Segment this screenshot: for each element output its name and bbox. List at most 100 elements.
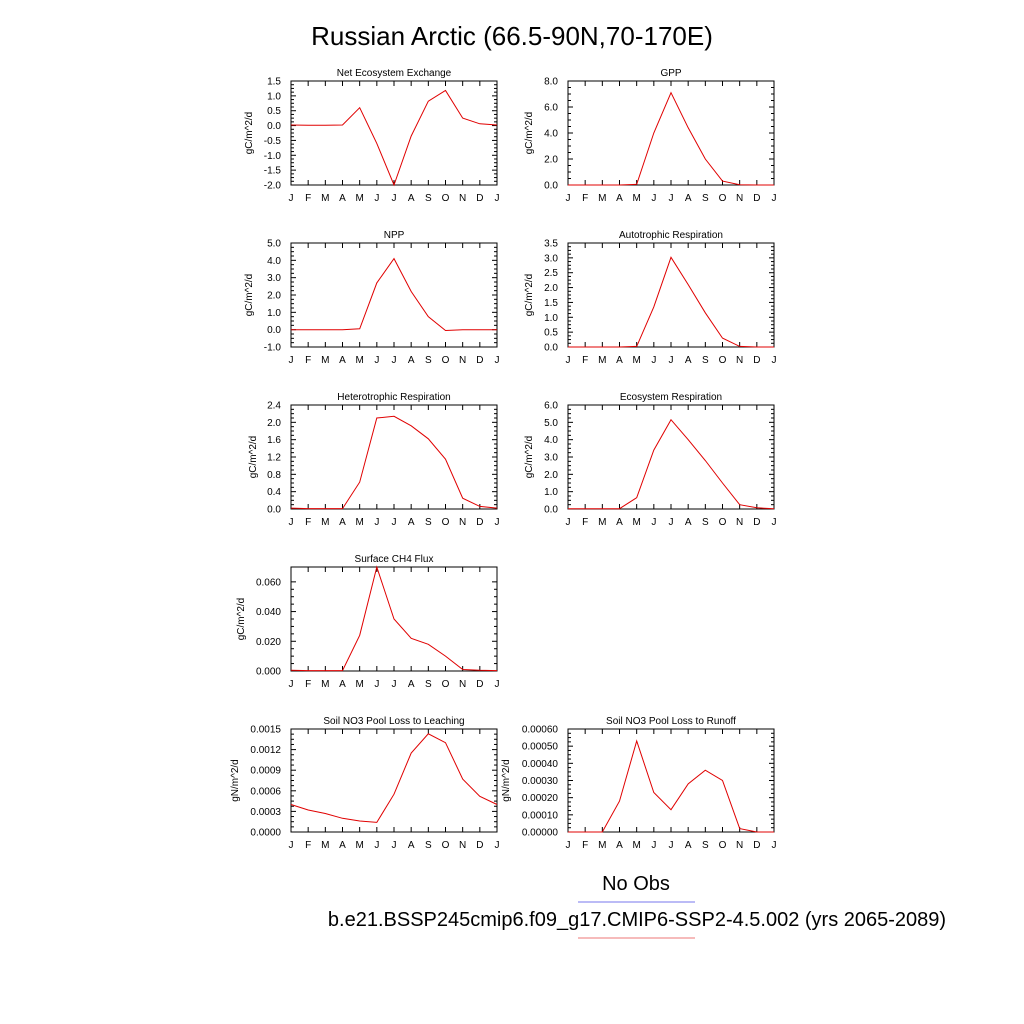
x-tick-label: J — [374, 517, 379, 528]
panel-er: Ecosystem Respiration gC/m^2/d 0.0 1.0 2.0 3.… — [524, 392, 777, 528]
legend: No Obs b.e21.BSSP245cmip6.f09_g17.CMIP6-… — [328, 873, 946, 939]
x-tick-label: A — [616, 840, 623, 851]
series-line — [568, 256, 774, 348]
y-tick-label: 2.0 — [267, 291, 281, 302]
x-tick-label: J — [669, 355, 674, 366]
y-tick-label: 3.0 — [267, 273, 281, 284]
panel-title: Net Ecosystem Exchange — [337, 68, 452, 79]
x-tick-label: M — [321, 679, 329, 690]
x-tick-label: J — [374, 355, 379, 366]
x-tick-label: F — [582, 840, 588, 851]
y-tick-label: 0.4 — [267, 487, 281, 498]
x-tick-label: J — [772, 840, 777, 851]
y-tick-label: 0.00020 — [522, 793, 559, 804]
x-tick-label: F — [582, 193, 588, 204]
y-tick-label: 0.00060 — [522, 725, 559, 736]
y-tick-label: 0.0 — [544, 343, 558, 354]
x-tick-label: S — [702, 517, 709, 528]
y-tick-label: 0.0009 — [250, 766, 281, 777]
y-tick-label: 4.0 — [544, 435, 558, 446]
y-tick-label: 0.0 — [544, 181, 558, 192]
x-tick-label: A — [408, 840, 415, 851]
x-tick-label: F — [305, 679, 311, 690]
y-tick-label: 0.0 — [544, 505, 558, 516]
x-tick-label: J — [495, 840, 500, 851]
series-line — [290, 733, 498, 823]
x-tick-label: A — [339, 517, 346, 528]
series-line — [568, 739, 774, 833]
y-tick-label: 3.0 — [544, 253, 558, 264]
panels: Net Ecosystem Exchange gC/m^2/d -2.0 -1.5 -1… — [230, 68, 777, 851]
x-tick-label: D — [476, 840, 483, 851]
x-tick-label: J — [669, 517, 674, 528]
y-tick-label: 0.000 — [256, 667, 281, 678]
panel-leach: Soil NO3 Pool Loss to Leaching gN/m^2/d 0.… — [230, 716, 500, 851]
panel-title: Ecosystem Respiration — [620, 392, 722, 403]
y-tick-label: -1.0 — [264, 151, 282, 162]
x-tick-label: A — [685, 840, 692, 851]
panel-title: GPP — [660, 68, 681, 79]
x-tick-label: M — [321, 193, 329, 204]
x-tick-label: J — [566, 355, 571, 366]
x-tick-label: F — [305, 517, 311, 528]
x-tick-label: M — [355, 355, 363, 366]
x-tick-label: D — [476, 517, 483, 528]
y-tick-label: 0.0 — [267, 325, 281, 336]
x-tick-label: A — [685, 193, 692, 204]
y-tick-label: 1.2 — [267, 453, 281, 464]
x-tick-label: O — [719, 193, 727, 204]
x-tick-label: A — [616, 355, 623, 366]
panel-ar: Autotrophic Respiration gC/m^2/d 0.0 0.5 1.0… — [524, 230, 777, 366]
y-axis-label: gC/m^2/d — [244, 274, 255, 317]
x-tick-label: J — [651, 840, 656, 851]
panel-runoff: Soil NO3 Pool Loss to Runoff gN/m^2/d 0.00… — [501, 716, 777, 851]
case-label: b.e21.BSSP245cmip6.f09_g17.CMIP6-SSP2-4.… — [328, 909, 946, 931]
x-tick-label: M — [355, 517, 363, 528]
panel-title: Autotrophic Respiration — [619, 230, 723, 241]
plot-frame — [567, 728, 775, 833]
x-tick-label: S — [425, 679, 432, 690]
y-tick-label: 6.0 — [544, 103, 558, 114]
x-tick-label: D — [476, 355, 483, 366]
y-tick-label: 2.0 — [544, 283, 558, 294]
x-tick-label: D — [476, 193, 483, 204]
x-tick-label: J — [566, 840, 571, 851]
x-tick-label: A — [685, 355, 692, 366]
y-tick-label: -0.5 — [264, 136, 282, 147]
y-tick-label: 1.5 — [544, 298, 558, 309]
y-tick-label: 0.00040 — [522, 759, 559, 770]
y-axis-label: gC/m^2/d — [236, 598, 247, 641]
y-tick-label: 0.00010 — [522, 810, 559, 821]
x-tick-label: A — [339, 679, 346, 690]
x-tick-label: A — [339, 840, 346, 851]
x-tick-label: M — [321, 517, 329, 528]
x-tick-label: F — [582, 517, 588, 528]
x-tick-label: J — [651, 517, 656, 528]
y-tick-label: 1.6 — [267, 435, 281, 446]
plot-frame — [290, 728, 498, 833]
y-tick-label: 3.5 — [544, 239, 558, 250]
y-tick-label: 2.0 — [267, 418, 281, 429]
y-tick-label: 6.0 — [544, 401, 558, 412]
x-tick-label: F — [305, 193, 311, 204]
y-tick-label: 8.0 — [544, 77, 558, 88]
x-tick-label: J — [392, 193, 397, 204]
x-tick-label: D — [753, 517, 760, 528]
series-line — [568, 418, 775, 510]
y-axis-label: gN/m^2/d — [230, 759, 241, 802]
x-tick-label: O — [719, 840, 727, 851]
panel-title: Heterotrophic Respiration — [337, 392, 450, 403]
x-tick-label: D — [753, 193, 760, 204]
y-axis-label: gN/m^2/d — [501, 759, 512, 802]
x-tick-label: J — [495, 679, 500, 690]
x-tick-label: D — [753, 355, 760, 366]
x-tick-label: A — [616, 193, 623, 204]
x-tick-label: J — [289, 840, 294, 851]
x-tick-label: M — [632, 355, 640, 366]
x-tick-label: S — [425, 840, 432, 851]
x-tick-label: D — [476, 679, 483, 690]
panel-title: Soil NO3 Pool Loss to Leaching — [323, 716, 464, 727]
x-tick-label: J — [495, 517, 500, 528]
